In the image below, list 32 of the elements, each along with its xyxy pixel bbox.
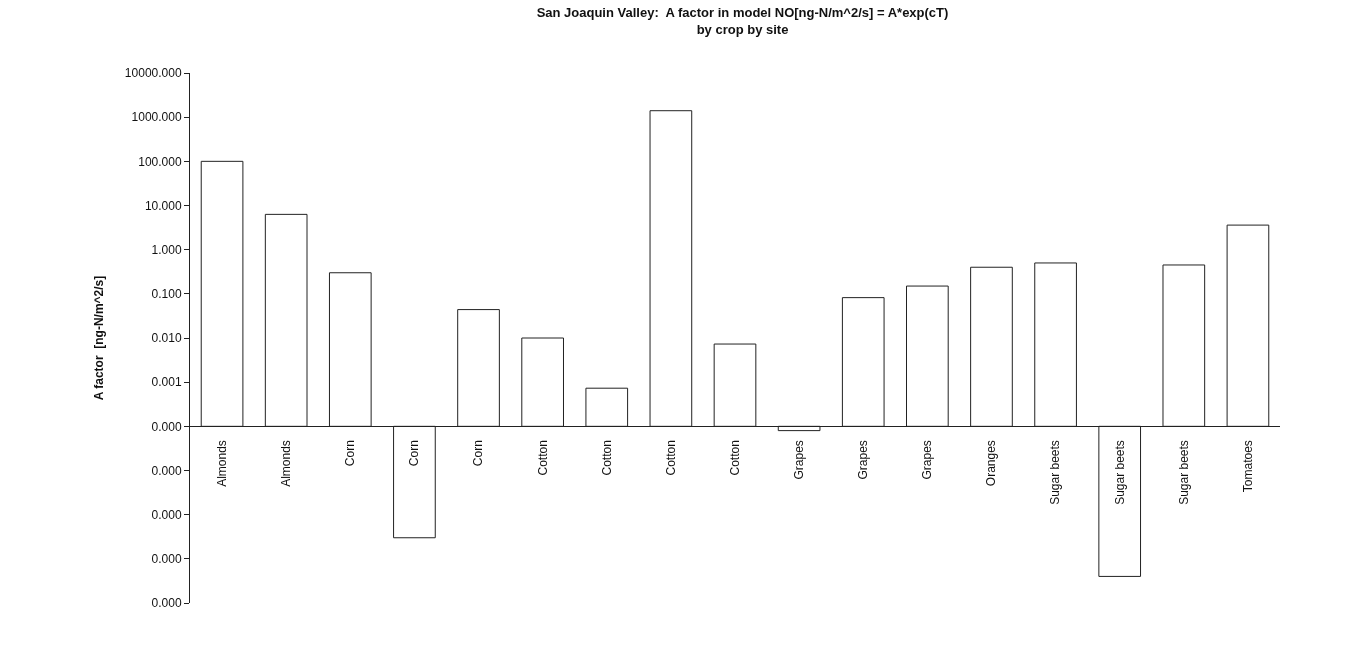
y-tick-label: 0.100 xyxy=(151,287,182,302)
y-tick-label: 0.010 xyxy=(151,331,182,346)
x-tick-label: Grapes xyxy=(792,440,807,480)
y-tick-label: 10.000 xyxy=(144,198,182,213)
y-tick-label: 0.000 xyxy=(151,552,182,567)
y-axis-title: A factor [ng-N/m^2/s] xyxy=(92,275,107,401)
y-tick-label: 0.000 xyxy=(151,463,182,478)
y-tick-label: 0.001 xyxy=(151,375,182,390)
x-tick-label: Grapes xyxy=(856,440,871,480)
y-tick-label: 0.000 xyxy=(151,596,182,611)
x-tick-label: Corn xyxy=(471,440,486,467)
y-tick-label: 1000.000 xyxy=(131,110,182,125)
y-tick-label: 10000.000 xyxy=(124,66,182,81)
x-tick-label: Corn xyxy=(407,440,422,467)
x-tick-label: Sugar beets xyxy=(1112,440,1127,505)
y-tick-label: 0.000 xyxy=(151,507,182,522)
x-tick-label: Cotton xyxy=(599,440,614,476)
y-tick-label: 1.000 xyxy=(151,242,182,257)
x-tick-label: Cotton xyxy=(663,440,678,476)
x-tick-label: Sugar beets xyxy=(1048,440,1063,505)
x-tick-label: Corn xyxy=(343,440,358,467)
x-tick-label: Tomatoes xyxy=(1240,440,1255,493)
y-tick-label: 100.000 xyxy=(138,154,182,169)
x-tick-label: Cotton xyxy=(535,440,550,476)
x-tick-label: Sugar beets xyxy=(1176,440,1191,505)
x-tick-label: Almonds xyxy=(214,440,229,487)
x-tick-label: Cotton xyxy=(727,440,742,476)
x-tick-label: Grapes xyxy=(920,440,935,480)
x-tick-label: Almonds xyxy=(279,440,294,487)
y-tick-label: 0.000 xyxy=(151,419,182,434)
x-tick-label: Oranges xyxy=(984,440,999,487)
chart-title: San Joaquin Valley: A factor in model NO[ng-N/m^2/s] = A*exp(cT) by crop by site xyxy=(536,4,949,37)
